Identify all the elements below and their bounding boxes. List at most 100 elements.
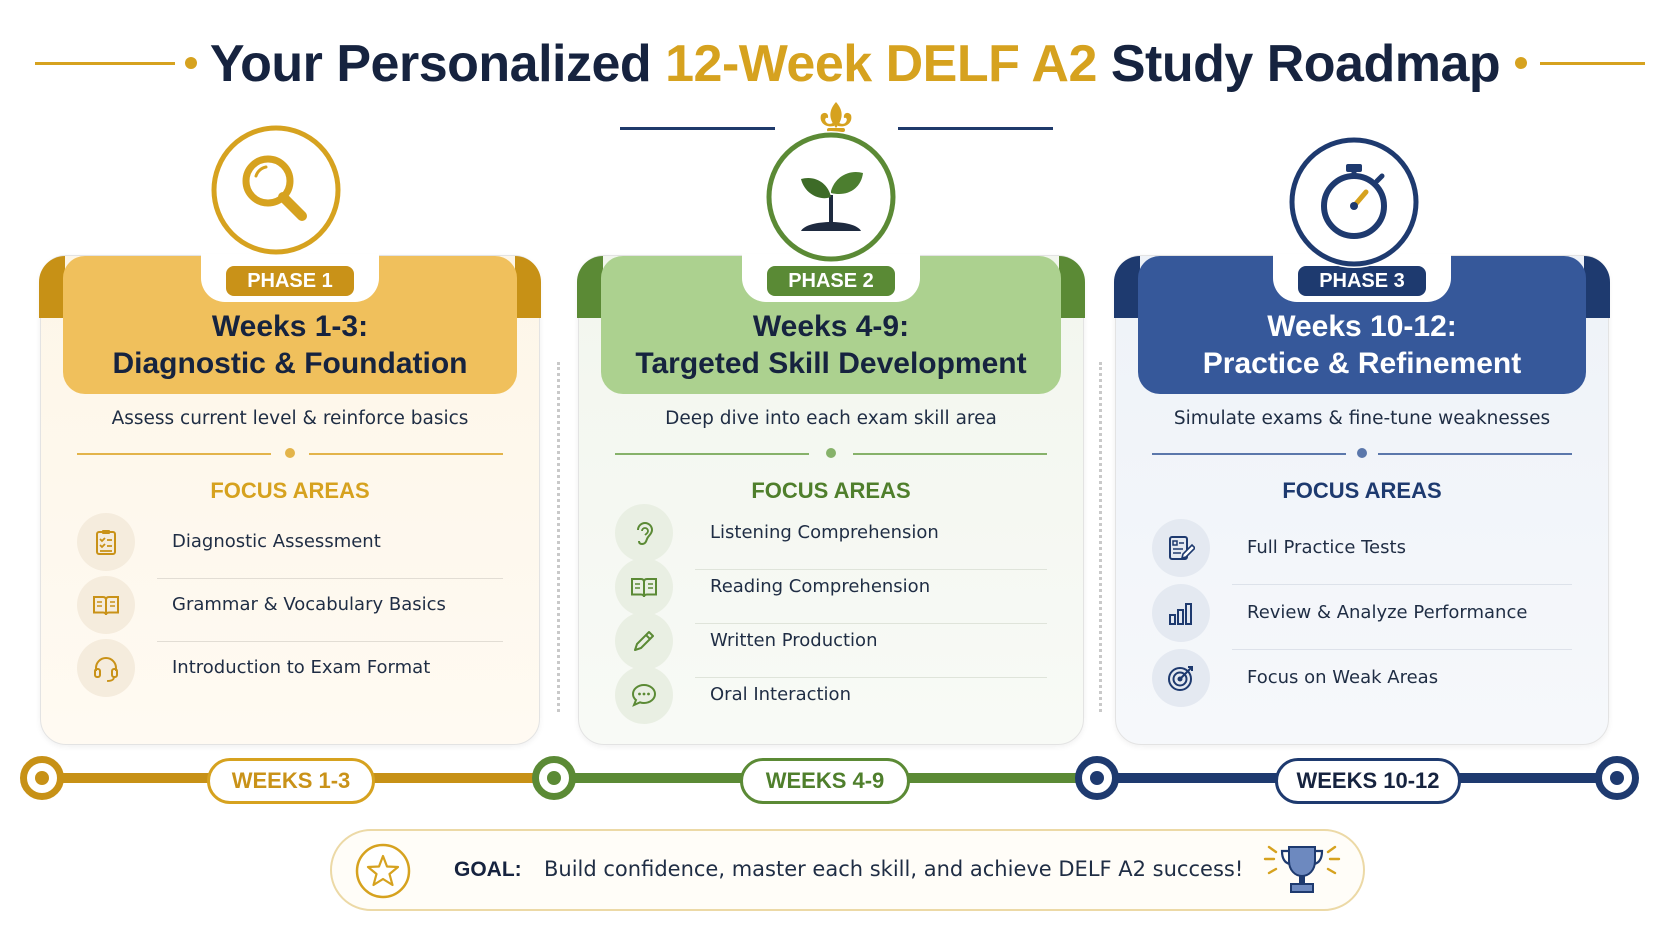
open-book-icon [77,576,135,634]
header-fold-right [515,256,541,318]
page-title: Your Personalized 12-Week DELF A2 Study … [200,34,1510,94]
goal-label: GOAL: [454,858,522,881]
title-part-3: Study Roadmap [1110,35,1501,93]
phase-3-card: PHASE 3 Weeks 10-12: Practice & Refineme… [1114,254,1610,745]
phase-3-title: Practice & Refinement [1202,347,1522,380]
title-area: Your Personalized 12-Week DELF A2 Study … [0,30,1672,100]
focus-item: Introduction to Exam Format [77,639,503,697]
focus-item: Focus on Weak Areas [1152,649,1572,707]
item-divider [1232,648,1572,650]
focus-item-label: Introduction to Exam Format [172,657,431,678]
phase-1-title: Diagnostic & Foundation [112,347,468,380]
phase-1-card: PHASE 1 Weeks 1-3: Diagnostic & Foundati… [39,254,541,745]
header-fold-left [1114,256,1140,318]
bar-chart-icon [1152,584,1210,642]
subtitle-rule-right [898,127,1053,130]
header-fold-right [1059,256,1085,318]
test-document-icon [1152,519,1210,577]
phase-divider-2 [1099,362,1102,712]
timeline-node-phase-2 [532,756,576,800]
phase-1-header: PHASE 1 Weeks 1-3: Diagnostic & Foundati… [63,254,517,394]
header-fold-left [577,256,603,318]
separator-dot [1357,448,1367,458]
separator-dot [826,448,836,458]
phase-2-title: Targeted Skill Development [635,347,1027,380]
phase-1-description: Assess current level & reinforce basics [111,408,469,429]
focus-item: Review & Analyze Performance [1152,584,1572,650]
stopwatch-icon [1288,136,1420,268]
seedling-icon [765,131,897,263]
focus-item: Reading Comprehension [615,558,1047,624]
item-divider [695,676,1047,678]
header-fold-right [1584,256,1610,318]
focus-item-label: Review & Analyze Performance [1247,602,1528,623]
phase-3-description: Simulate exams & fine-tune weaknesses [1173,408,1551,429]
item-divider [695,568,1047,570]
item-divider [695,622,1047,624]
title-part-1: Your Personalized [209,35,652,93]
title-dot-left [185,57,197,69]
focus-item-label: Listening Comprehension [710,522,939,543]
timeline-node-phase-3 [1075,756,1119,800]
timeline-label-phase-2: WEEKS 4-9 [740,758,910,804]
focus-item: Grammar & Vocabulary Basics [77,576,503,642]
item-divider [1232,583,1572,585]
separator-left [615,453,809,455]
timeline-label-phase-1: WEEKS 1-3 [207,758,375,804]
pencil-icon [615,612,673,670]
open-book-icon [615,558,673,616]
focus-item-label: Full Practice Tests [1247,537,1406,558]
phase-2-weeks: Weeks 4-9: [752,310,910,343]
goal-banner: GOAL: Build confidence, master each skil… [330,829,1365,911]
separator-left [77,453,271,455]
star-icon [355,843,411,899]
title-rule-right [1540,62,1645,65]
focus-item-label: Written Production [710,630,878,651]
focus-item-label: Oral Interaction [710,684,851,705]
title-dot-right [1515,57,1527,69]
phase-2-badge: PHASE 2 [767,266,895,296]
phase-divider-1 [557,362,560,712]
target-icon [1152,649,1210,707]
phase-1-badge: PHASE 1 [226,266,354,296]
goal-text: Build confidence, master each skill, and… [544,857,1244,881]
separator-right [853,453,1047,455]
title-part-2: 12-Week DELF A2 [665,35,1097,93]
separator-dot [285,448,295,458]
focus-item: Listening Comprehension [615,504,1047,570]
speech-bubble-icon [615,666,673,724]
phase-3-header: PHASE 3 Weeks 10-12: Practice & Refineme… [1138,254,1586,394]
ear-icon [615,504,673,562]
timeline-label-phase-3: WEEKS 10-12 [1275,758,1461,804]
phase-3-badge: PHASE 3 [1298,266,1426,296]
title-rule-left [35,62,175,65]
phase-2-card: PHASE 2 Weeks 4-9: Targeted Skill Develo… [577,254,1085,745]
phase-3-weeks: Weeks 10-12: [1267,310,1457,343]
clipboard-checklist-icon [77,513,135,571]
separator-right [1378,453,1572,455]
focus-item: Full Practice Tests [1152,519,1572,585]
trophy-icon [1263,845,1341,893]
focus-item: Oral Interaction [615,666,1047,724]
item-divider [157,640,503,642]
focus-item: Written Production [615,612,1047,678]
item-divider [157,577,503,579]
phase-1-weeks: Weeks 1-3: [211,310,369,343]
focus-item: Diagnostic Assessment [77,513,503,579]
phase-2-description: Deep dive into each exam skill area [665,408,997,429]
header-fold-left [39,256,65,318]
separator-left [1152,453,1346,455]
focus-item-label: Diagnostic Assessment [172,531,381,552]
headset-icon [77,639,135,697]
subtitle-rule-left [620,127,775,130]
focus-item-label: Grammar & Vocabulary Basics [172,594,446,615]
timeline-node-start [20,756,64,800]
timeline-node-end [1595,756,1639,800]
phase-3-focus-title: FOCUS AREAS [1282,478,1442,503]
magnifying-glass-icon [210,124,342,256]
focus-item-label: Reading Comprehension [710,576,931,597]
phase-1-focus-title: FOCUS AREAS [210,478,370,503]
phase-2-focus-title: FOCUS AREAS [751,478,911,503]
phase-2-header: PHASE 2 Weeks 4-9: Targeted Skill Develo… [601,254,1061,394]
focus-item-label: Focus on Weak Areas [1247,667,1439,688]
